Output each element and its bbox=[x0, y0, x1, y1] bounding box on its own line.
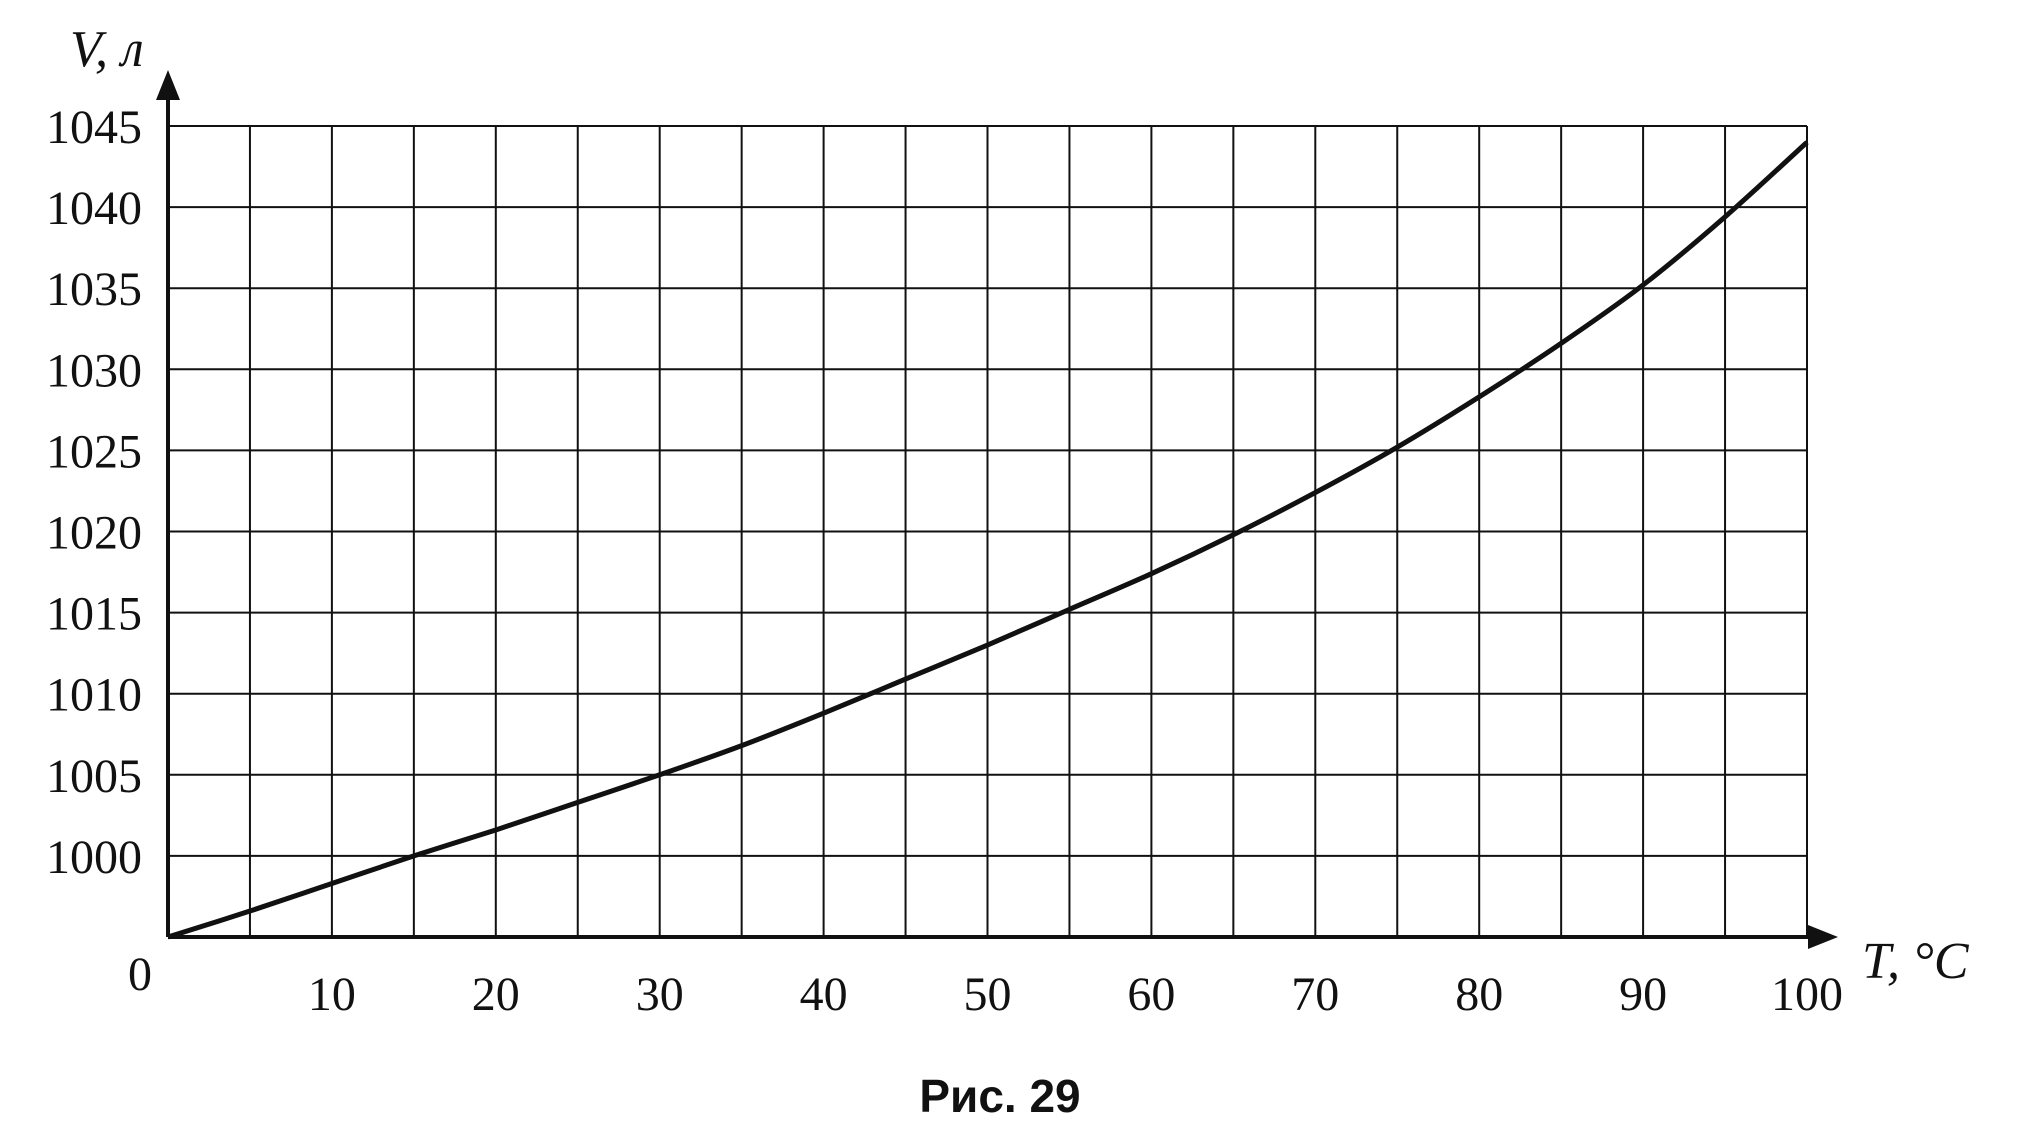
origin-label: 0 bbox=[128, 948, 152, 1001]
y-axis-arrow bbox=[156, 70, 180, 100]
x-tick-label: 40 bbox=[800, 968, 848, 1021]
x-tick-label: 60 bbox=[1127, 968, 1175, 1021]
x-tick-labels: 10 20 30 40 50 60 70 80 90 100 bbox=[308, 968, 1843, 1021]
y-tick-label: 1000 bbox=[46, 831, 142, 884]
y-tick-label: 1005 bbox=[46, 750, 142, 803]
series-line bbox=[167, 140, 1809, 940]
x-tick-label: 100 bbox=[1771, 968, 1843, 1021]
x-tick-label: 80 bbox=[1455, 968, 1503, 1021]
y-tick-label: 1030 bbox=[46, 344, 142, 397]
y-tick-labels: 1000 1005 1010 1015 1020 1025 1030 1035 1040 1045 bbox=[46, 101, 142, 884]
chart-grid bbox=[168, 125, 1808, 937]
x-axis-label: T, °C bbox=[1862, 933, 1970, 990]
y-axis-label: V, л bbox=[70, 21, 144, 78]
x-tick-label: 70 bbox=[1291, 968, 1339, 1021]
y-tick-label: 1035 bbox=[46, 263, 142, 316]
chart-series bbox=[167, 140, 1809, 940]
y-tick-label: 1010 bbox=[46, 669, 142, 722]
y-tick-label: 1020 bbox=[46, 507, 142, 560]
y-tick-label: 1025 bbox=[46, 425, 142, 478]
chart-axes bbox=[156, 70, 1838, 949]
figure-caption: Рис. 29 bbox=[919, 1070, 1080, 1122]
y-tick-label: 1040 bbox=[46, 182, 142, 235]
x-tick-label: 10 bbox=[308, 968, 356, 1021]
x-tick-label: 30 bbox=[636, 968, 684, 1021]
x-tick-label: 20 bbox=[472, 968, 520, 1021]
y-tick-label: 1045 bbox=[46, 101, 142, 154]
y-tick-label: 1015 bbox=[46, 588, 142, 641]
x-tick-label: 90 bbox=[1619, 968, 1667, 1021]
x-tick-label: 50 bbox=[964, 968, 1012, 1021]
x-axis-arrow bbox=[1808, 925, 1838, 949]
